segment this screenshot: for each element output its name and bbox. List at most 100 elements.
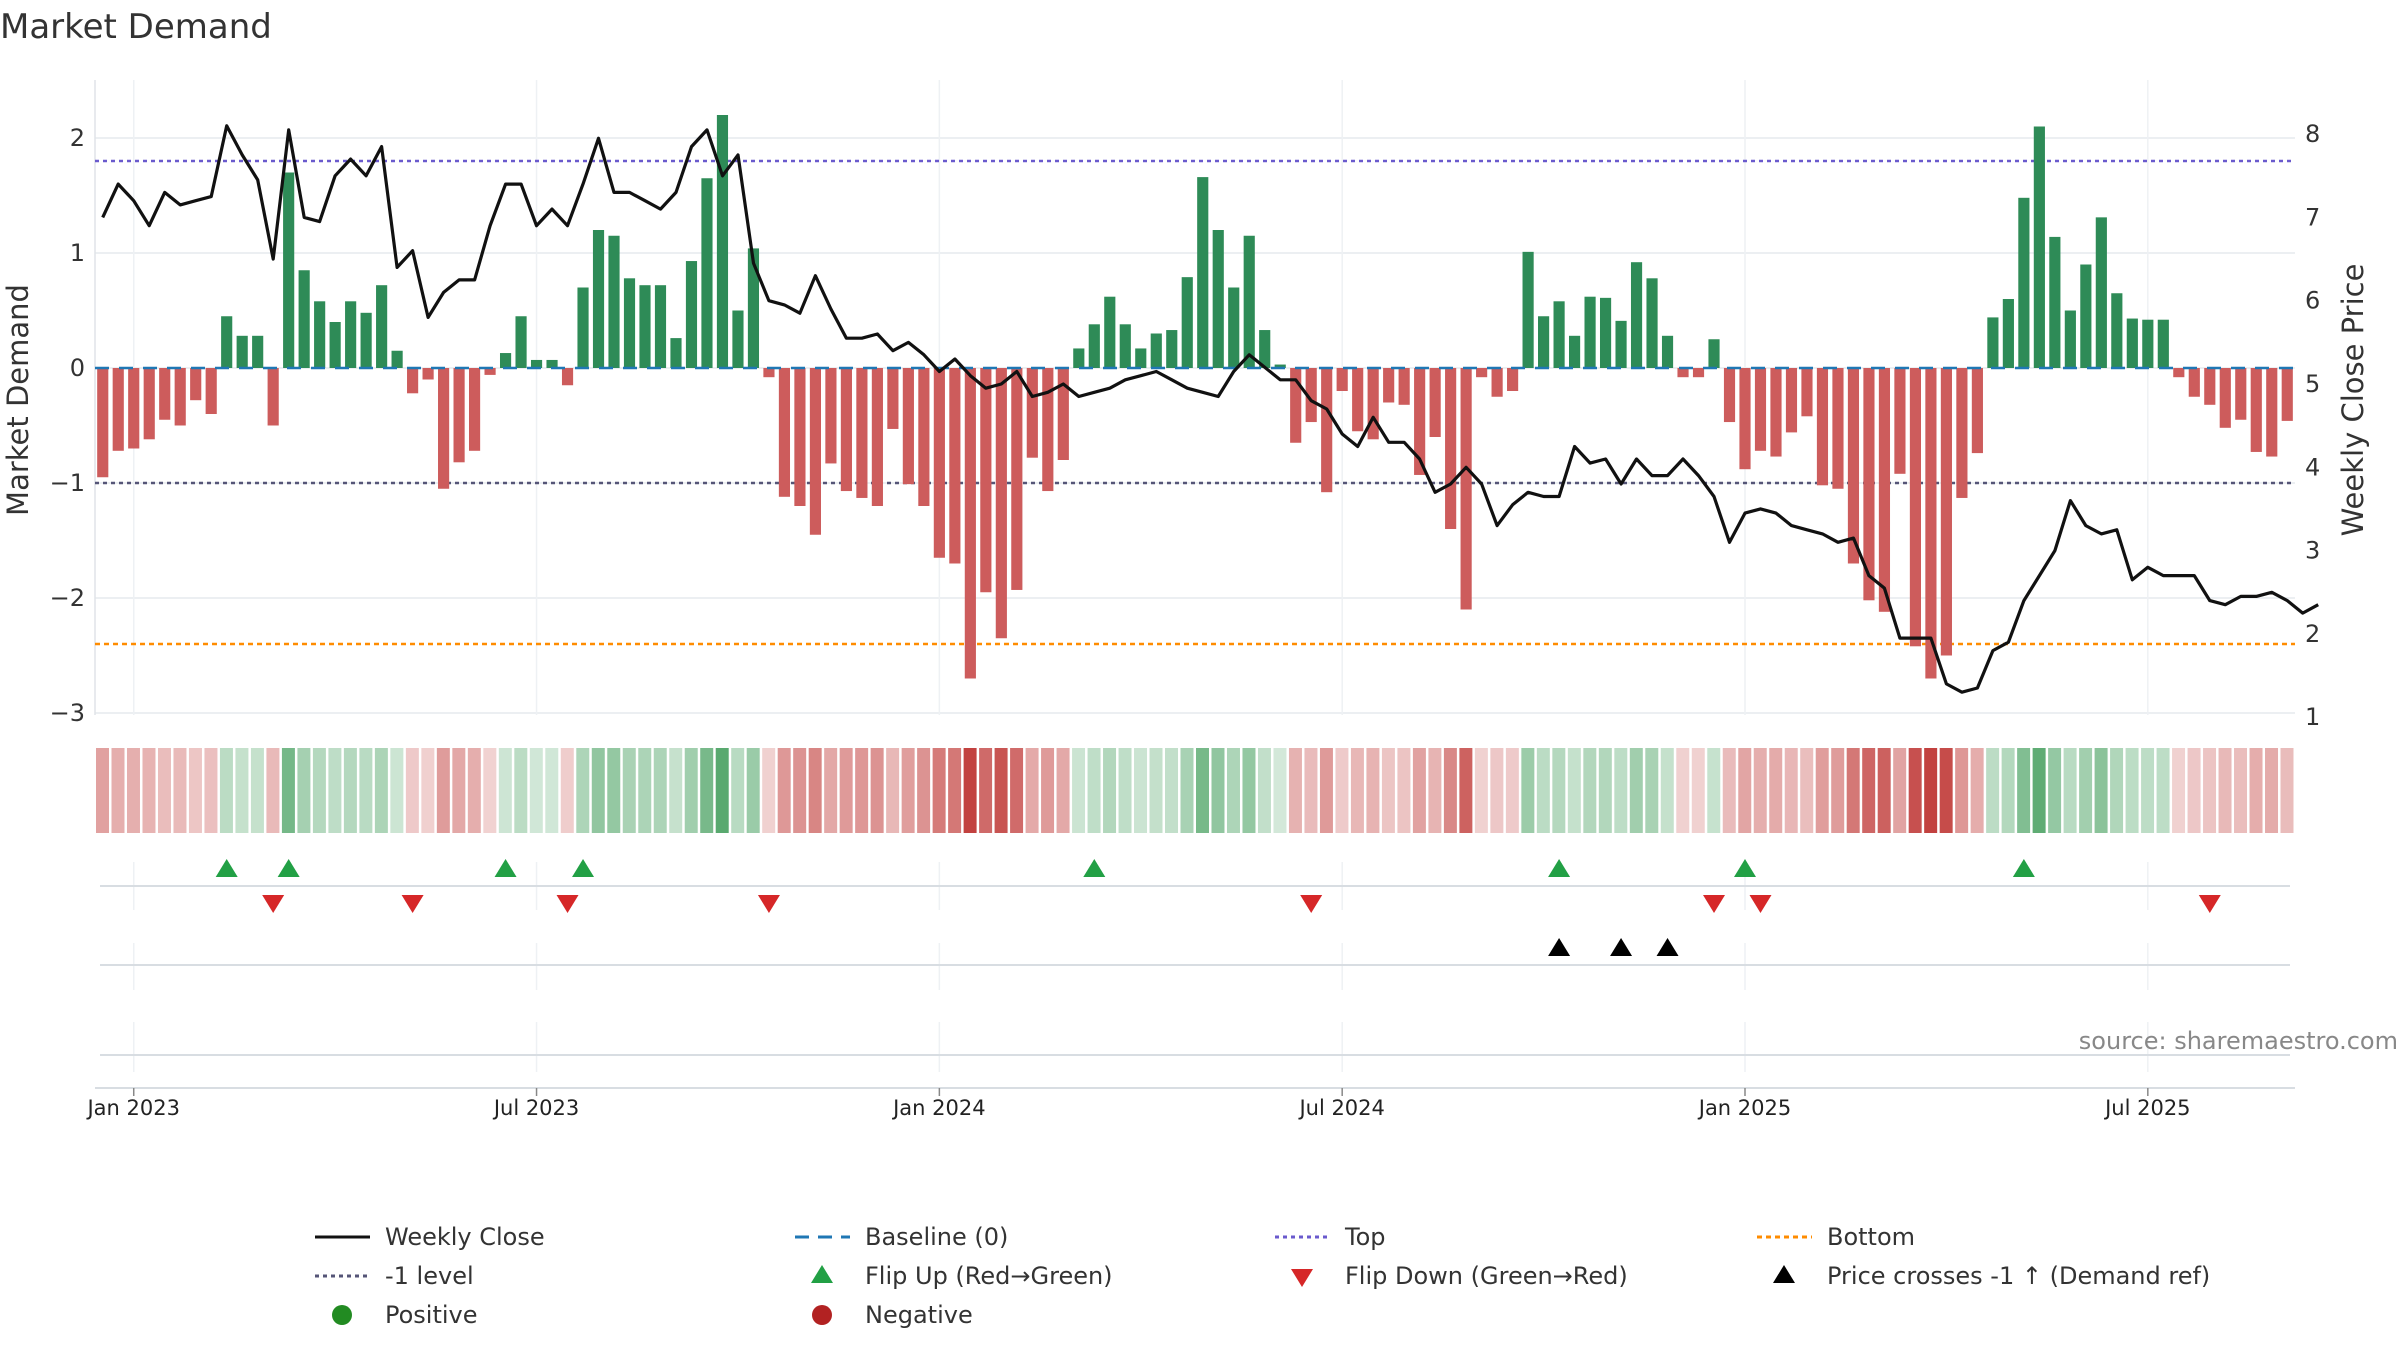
heat-cell (1722, 748, 1736, 833)
heat-cell (591, 748, 605, 833)
heat-cell (1645, 748, 1659, 833)
y2-tick-label: 5 (2305, 370, 2320, 398)
heat-cell (901, 748, 915, 833)
demand-bar (190, 368, 202, 401)
heat-cell (1010, 748, 1024, 833)
y-tick-label: −1 (50, 469, 85, 497)
legend-item: Positive (332, 1301, 478, 1329)
demand-bar (174, 368, 186, 426)
heat-cell (498, 748, 512, 833)
heat-cell (111, 748, 125, 833)
heat-cell (1536, 748, 1550, 833)
demand-bar (1630, 262, 1643, 368)
heat-cell (1412, 748, 1426, 833)
demand-bar (949, 368, 961, 564)
demand-bar (1398, 368, 1410, 405)
demand-bar (1243, 235, 1255, 368)
demand-bar (1553, 301, 1565, 368)
heat-cell (1691, 748, 1705, 833)
heat-cell (669, 748, 683, 833)
heat-cell (1970, 748, 1984, 833)
demand-bar (732, 310, 744, 368)
heat-cell (932, 748, 946, 833)
demand-bar (314, 301, 326, 368)
heat-cell (2187, 748, 2201, 833)
heat-cell (560, 748, 574, 833)
demand-bar (1352, 368, 1364, 432)
flip-down-marker (1749, 895, 1772, 913)
demand-bar (1104, 296, 1116, 368)
y-axis-label: Market Demand (1, 284, 35, 516)
legend-item: Bottom (1757, 1223, 1915, 1251)
demand-bar (1538, 316, 1550, 368)
source-note: source: sharemaestro.com (2079, 1027, 2398, 1055)
price-cross-marker (1548, 938, 1571, 956)
legend-circle-icon (332, 1305, 352, 1325)
flip-down-marker (1300, 895, 1323, 913)
flip-up-marker (1734, 859, 1756, 877)
demand-bar (1785, 368, 1798, 433)
demand-bar (2235, 368, 2247, 420)
demand-bar (1569, 335, 1581, 368)
heat-cell (328, 748, 342, 833)
demand-bar (1987, 317, 1999, 368)
heat-cell (1505, 748, 1519, 833)
heat-cell (2280, 748, 2294, 833)
demand-bar (1476, 368, 1488, 378)
y2-tick-label: 1 (2305, 703, 2320, 731)
demand-bar (1073, 348, 1085, 368)
y2-tick-label: 2 (2305, 620, 2320, 648)
heat-cell (1242, 748, 1256, 833)
heat-cell (483, 748, 497, 833)
demand-bar (515, 316, 527, 368)
heat-cell (1103, 748, 1117, 833)
heat-cell (994, 748, 1008, 833)
demand-bar (561, 368, 574, 386)
heat-cell (1815, 748, 1829, 833)
demand-bars (95, 115, 2295, 679)
heat-cell (219, 748, 233, 833)
demand-bar (1723, 368, 1736, 423)
demand-bar (1832, 368, 1844, 489)
heat-cell (1134, 748, 1148, 833)
demand-bar (499, 353, 512, 368)
demand-bar (2281, 368, 2293, 421)
heat-cell (1567, 748, 1581, 833)
demand-bar (1057, 368, 1069, 460)
flip-up-marker (215, 859, 238, 877)
y2-ticks: 8 7 6 5 4 3 2 1 (2305, 120, 2320, 731)
demand-bar (2080, 264, 2092, 368)
demand-bar (2173, 368, 2185, 378)
heat-cell (1443, 748, 1457, 833)
y-tick-label: −2 (50, 584, 85, 612)
heat-cell (204, 748, 218, 833)
demand-bar (97, 368, 109, 478)
heat-cell (793, 748, 807, 833)
demand-bar (1708, 339, 1720, 368)
demand-bar (747, 248, 760, 368)
demand-bar (376, 285, 388, 368)
flip-down-marker (757, 895, 780, 913)
heat-cell (173, 748, 187, 833)
flip-down-marker (556, 895, 579, 913)
y2-tick-label: 6 (2305, 287, 2320, 315)
demand-bar (2250, 368, 2262, 452)
demand-bar (2126, 318, 2138, 368)
demand-bar (1801, 368, 1813, 417)
heat-cell (1211, 748, 1225, 833)
demand-bar (1956, 368, 1968, 498)
heat-cell (96, 748, 109, 833)
demand-bar (128, 368, 140, 449)
price-cross-markers (100, 938, 2290, 966)
y-ticks: 2 1 0 −1 −2 −3 (50, 124, 85, 727)
demand-bar (763, 368, 775, 378)
demand-bar (1646, 278, 1658, 368)
demand-bar (1088, 324, 1100, 368)
heat-cell (979, 748, 993, 833)
heat-cell (250, 748, 264, 833)
legend-label: Baseline (0) (865, 1223, 1008, 1251)
demand-bar (2002, 299, 2014, 368)
y-tick-label: 2 (70, 124, 85, 152)
demand-bar (2064, 310, 2076, 368)
